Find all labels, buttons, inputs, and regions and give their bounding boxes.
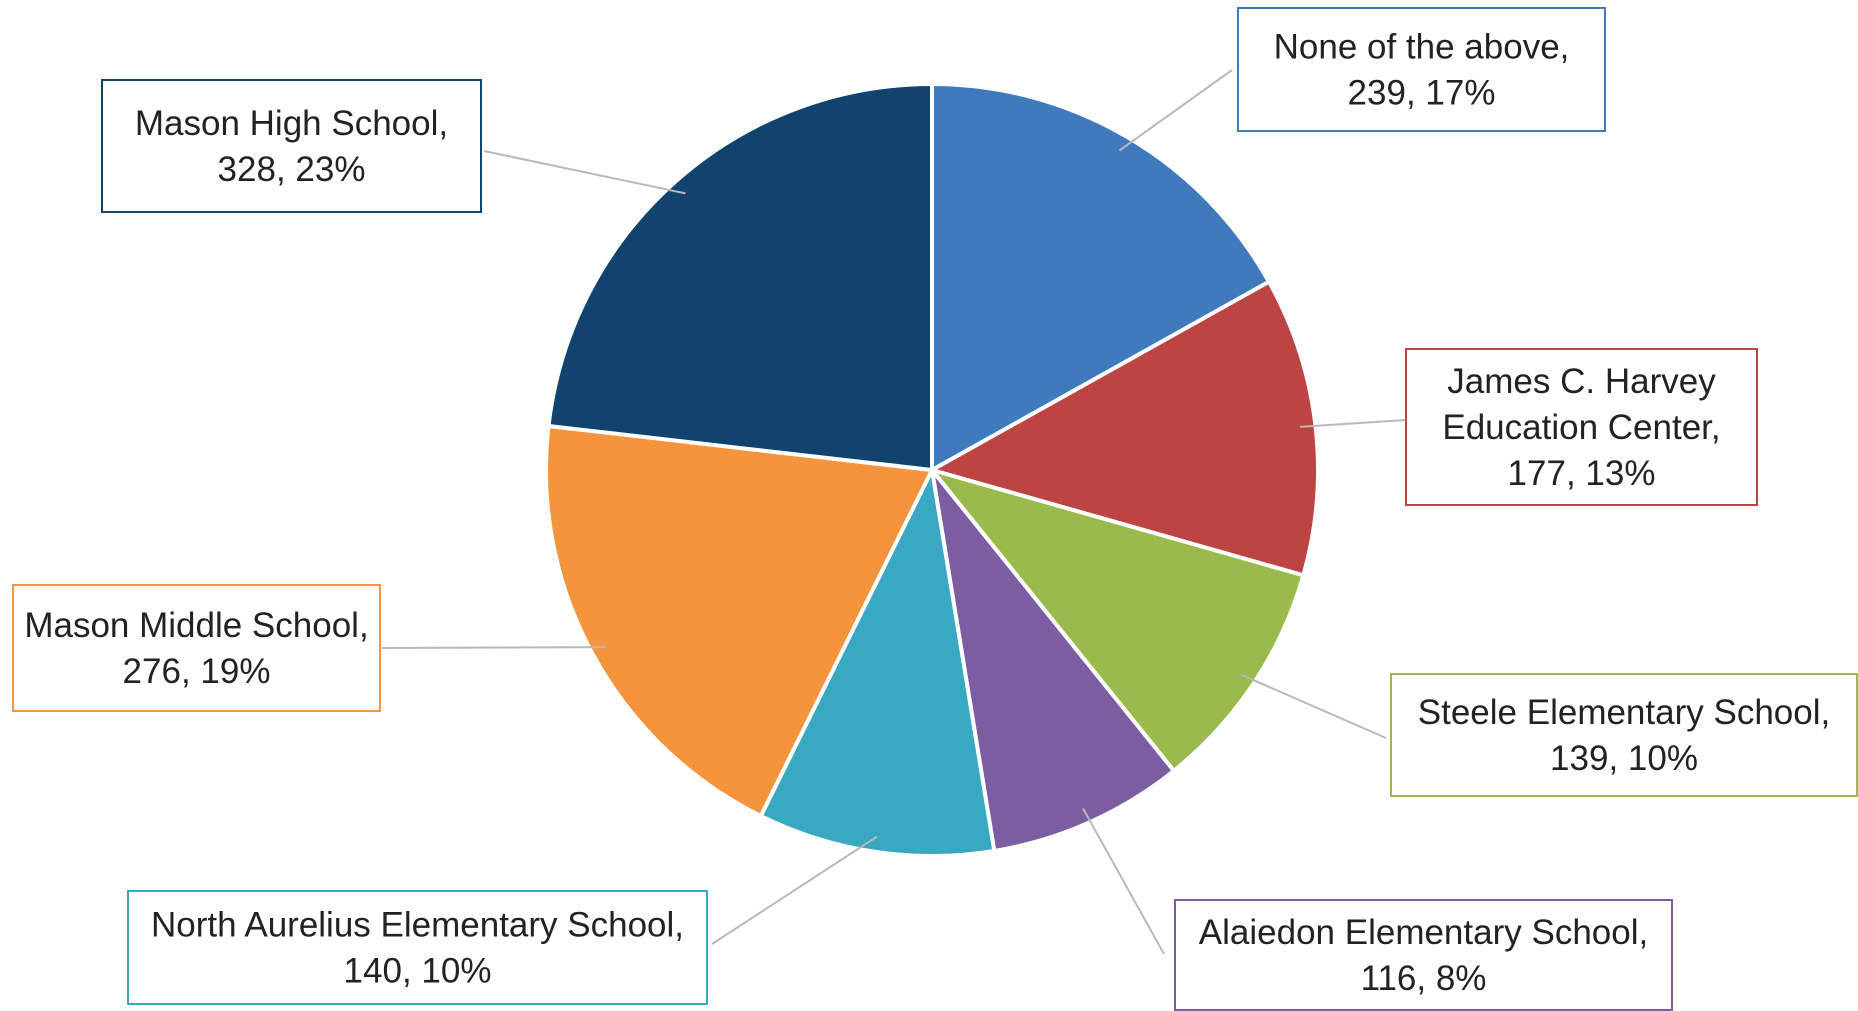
leader-line-mason-high-school: [483, 150, 686, 195]
data-label-text: None of the above,: [1274, 28, 1570, 67]
data-label-box: [101, 79, 482, 213]
data-label-alaiedon-elementary-school: Alaiedon Elementary School, 116, 8%: [1174, 899, 1673, 1011]
leader-line-mason-middle-school: [381, 646, 607, 649]
data-label-text: 177, 13%: [1508, 454, 1656, 493]
leader-line-alaiedon-elementary-school: [1082, 807, 1165, 955]
data-label-text: James C. Harvey: [1447, 362, 1716, 401]
data-label-box: [1174, 899, 1673, 1011]
data-labels: None of the above, 239, 17% James C. Harve…: [12, 7, 1858, 1011]
data-label-box: [1405, 348, 1758, 506]
leader-lines: [381, 69, 1407, 955]
data-label-steele-elementary-school: Steele Elementary School, 139, 10%: [1390, 673, 1858, 797]
data-label-text: 239, 17%: [1348, 74, 1496, 113]
data-label-north-aurelius-elementary-school: North Aurelius Elementary School, 140, 10…: [127, 890, 708, 1005]
data-label-text: Steele Elementary School,: [1418, 693, 1830, 732]
pie-slice-mason-middle-school: [544, 423, 934, 818]
leader-line-steele-elementary-school: [1240, 673, 1387, 739]
data-label-text: 276, 19%: [123, 652, 271, 691]
leader-line-none-of-the-above: [1118, 69, 1233, 152]
pie-slice-mason-high-school: [546, 82, 934, 472]
data-label-text: 139, 10%: [1550, 739, 1698, 778]
data-label-text: Alaiedon Elementary School,: [1199, 913, 1648, 952]
pie-slice-none-of-the-above: [930, 82, 1271, 472]
data-label-text: 328, 23%: [218, 150, 366, 189]
data-label-box: [1390, 673, 1858, 797]
data-label-box: [1237, 7, 1606, 132]
data-label-text: Education Center,: [1442, 408, 1720, 447]
data-label-mason-middle-school: Mason Middle School, 276, 19%: [12, 584, 381, 712]
pie-slice-alaiedon-elementary-school: [930, 468, 1176, 853]
data-label-text: North Aurelius Elementary School,: [151, 906, 684, 945]
data-label-text: 140, 10%: [344, 952, 492, 991]
data-label-box: [127, 890, 708, 1005]
pie-slices: [544, 82, 1320, 858]
data-label-james-c-harvey-education-center: James C. Harvey Education Center, 177, 13%: [1405, 348, 1758, 506]
data-label-text: Mason Middle School,: [24, 606, 368, 645]
pie-slice-steele-elementary-school: [930, 468, 1306, 773]
data-label-mason-high-school: Mason High School, 328, 23%: [101, 79, 482, 213]
data-label-none-of-the-above: None of the above, 239, 17%: [1237, 7, 1606, 132]
pie-slice-north-aurelius-elementary-school: [758, 468, 997, 858]
data-label-text: 116, 8%: [1361, 959, 1487, 998]
leader-line-james-c-harvey-education-center: [1299, 419, 1407, 428]
data-label-box: [12, 584, 381, 712]
data-label-text: Mason High School,: [135, 104, 448, 143]
leader-line-north-aurelius-elementary-school: [711, 835, 878, 945]
